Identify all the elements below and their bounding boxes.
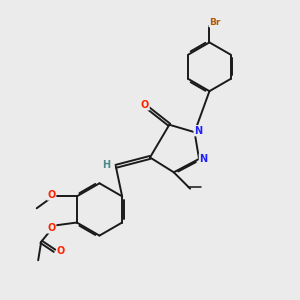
Text: O: O <box>47 223 56 233</box>
Text: O: O <box>47 190 56 200</box>
Text: O: O <box>141 100 149 110</box>
Text: N: N <box>200 154 208 164</box>
Text: Br: Br <box>209 18 220 27</box>
Text: N: N <box>194 126 202 136</box>
Text: H: H <box>102 160 110 170</box>
Text: O: O <box>57 246 65 256</box>
